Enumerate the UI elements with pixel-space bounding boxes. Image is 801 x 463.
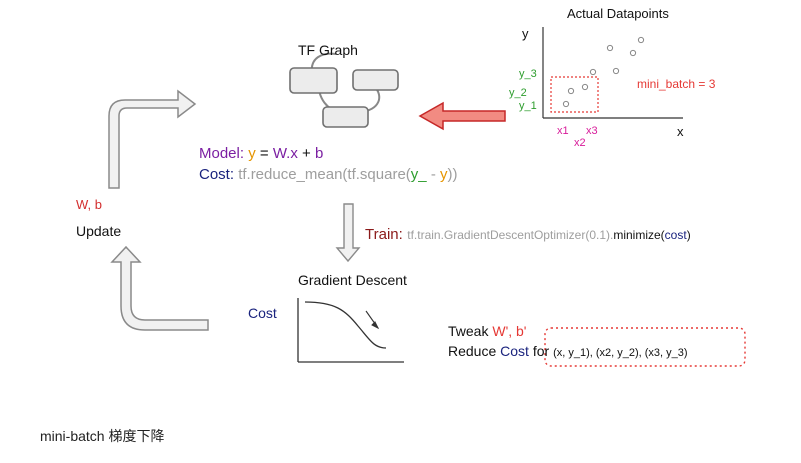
cost-minus: - xyxy=(430,166,436,183)
gradient-cost-label: Cost xyxy=(248,305,277,321)
train-label: Train: xyxy=(365,226,403,243)
mini-batch-label: mini_batch = 3 xyxy=(637,77,716,91)
model-dotx: .x xyxy=(286,145,298,162)
model-y: y xyxy=(248,145,256,162)
x1-label: x1 xyxy=(557,125,569,137)
datapoints-title: Actual Datapoints xyxy=(567,6,669,21)
train-optimizer-call: tf.train.GradientDescentOptimizer(0.1). xyxy=(407,228,614,242)
cost-y-pred: y xyxy=(439,166,448,183)
train-close: ) xyxy=(686,228,691,242)
tweak-params: W', b' xyxy=(492,323,527,339)
cost-label: Cost: xyxy=(199,166,235,183)
tweak-label: Tweak xyxy=(448,323,489,339)
graph-node-3 xyxy=(322,106,369,128)
scatter-x-label: x xyxy=(677,124,684,139)
train-cost: cost xyxy=(664,228,687,242)
train-minimize: minimize( xyxy=(613,228,665,242)
figure-caption: mini-batch 梯度下降 xyxy=(40,428,165,444)
train-down-arrow xyxy=(335,203,361,263)
model-eq: = xyxy=(259,145,269,162)
tweak-line-1: Tweak W', b' xyxy=(448,323,526,339)
datapoint xyxy=(562,100,570,108)
tweak-dotted-box xyxy=(544,327,746,367)
model-line: Model: y = W.x + b xyxy=(199,145,323,162)
datapoint xyxy=(589,68,597,76)
graph-node-2 xyxy=(352,69,399,91)
reduce-cost: Cost xyxy=(500,343,529,359)
gradient-plot xyxy=(297,298,404,363)
y1-label: y_1 xyxy=(519,100,537,112)
tf-graph-title: TF Graph xyxy=(298,42,358,58)
datapoint xyxy=(567,87,575,95)
model-plus: + xyxy=(302,145,311,162)
cost-close: )) xyxy=(447,166,458,183)
datapoint xyxy=(612,67,620,75)
cost-y-true: y_ xyxy=(410,166,427,183)
update-label: Update xyxy=(76,223,122,239)
red-left-arrow xyxy=(418,101,506,131)
cost-line: Cost: tf.reduce_mean(tf.square(y_ - y)) xyxy=(199,166,457,183)
model-w: W xyxy=(272,145,287,162)
datapoint xyxy=(606,44,614,52)
cost-fn-reduce: tf.reduce_mean( xyxy=(238,166,348,183)
datapoint xyxy=(637,36,645,44)
y2-label: y_2 xyxy=(509,87,527,99)
update-up-arrow xyxy=(108,89,197,189)
mini-batch-box xyxy=(550,76,599,113)
graph-node-1 xyxy=(289,67,338,94)
x3-label: x3 xyxy=(586,125,598,137)
update-return-arrow xyxy=(110,245,209,331)
scatter-y-label: y xyxy=(522,26,529,41)
model-label: Model: xyxy=(199,145,245,162)
cost-fn-square: tf.square( xyxy=(347,166,411,183)
cost-curve xyxy=(304,301,387,349)
y3-label: y_3 xyxy=(519,68,537,80)
reduce-for: for xyxy=(532,343,550,359)
reduce-label: Reduce xyxy=(448,343,497,359)
gradient-title: Gradient Descent xyxy=(298,272,407,288)
datapoints-chart xyxy=(542,27,683,119)
model-b: b xyxy=(314,145,324,162)
x2-label: x2 xyxy=(574,137,586,149)
datapoint xyxy=(629,49,637,57)
tweak-line-2: Reduce Cost for (x, y_1), (x2, y_2), (x3… xyxy=(448,343,688,359)
train-line: Train: tf.train.GradientDescentOptimizer… xyxy=(365,226,691,244)
datapoint xyxy=(581,83,589,91)
update-wb: W, b xyxy=(76,197,103,212)
reduce-pairs: (x, y_1), (x2, y_2), (x3, y_3) xyxy=(553,347,688,359)
descent-arrow-head xyxy=(371,321,380,330)
